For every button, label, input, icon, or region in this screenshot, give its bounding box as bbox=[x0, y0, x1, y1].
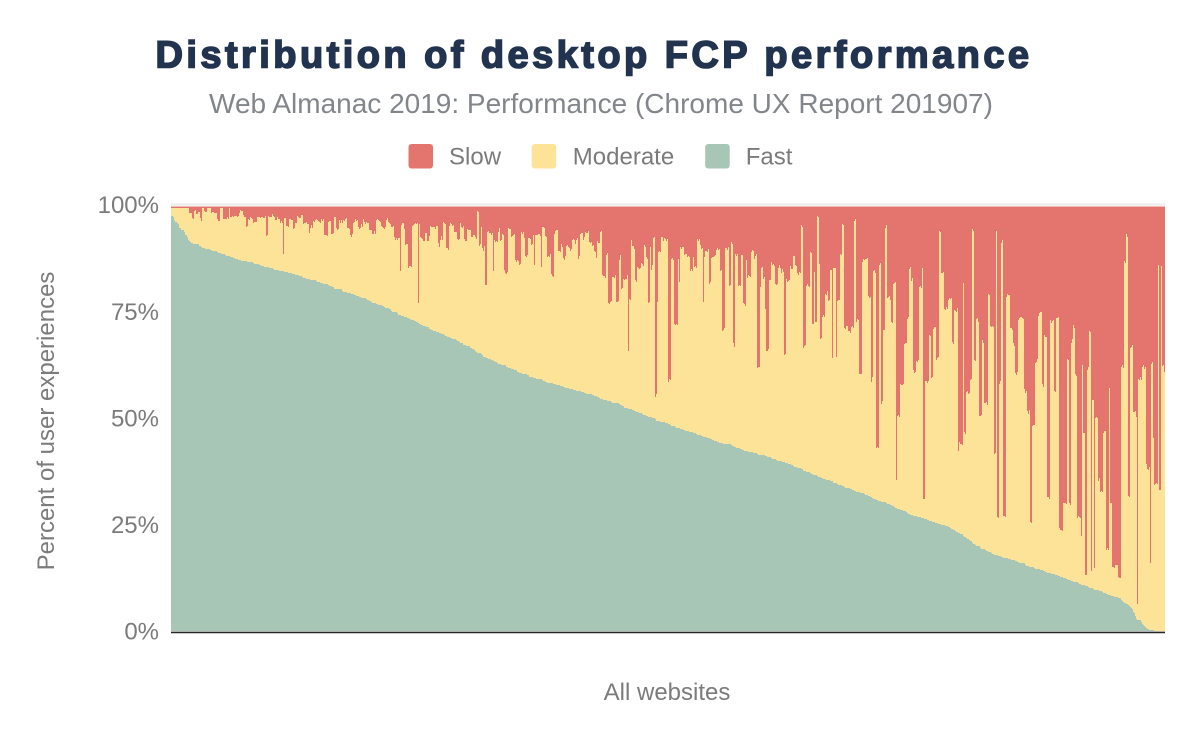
svg-text:0%: 0% bbox=[124, 619, 159, 646]
svg-text:Fast: Fast bbox=[746, 144, 793, 171]
svg-text:50%: 50% bbox=[111, 405, 159, 432]
svg-text:100%: 100% bbox=[98, 192, 159, 219]
svg-text:Moderate: Moderate bbox=[573, 144, 674, 171]
svg-text:Percent of user experiences: Percent of user experiences bbox=[33, 272, 60, 571]
svg-text:Distribution of desktop FCP pe: Distribution of desktop FCP performance bbox=[155, 35, 1032, 77]
svg-text:Slow: Slow bbox=[449, 144, 502, 171]
svg-text:25%: 25% bbox=[111, 512, 159, 539]
svg-text:All websites: All websites bbox=[604, 679, 731, 706]
svg-text:Web Almanac 2019: Performance: Web Almanac 2019: Performance (Chrome UX… bbox=[209, 88, 993, 119]
svg-text:75%: 75% bbox=[111, 299, 159, 326]
